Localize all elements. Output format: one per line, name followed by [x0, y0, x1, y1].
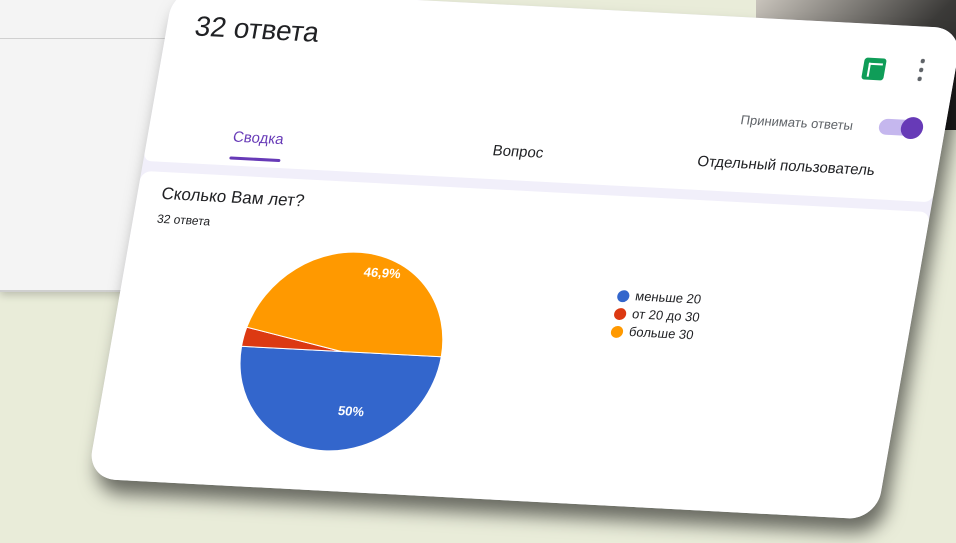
slice-label: 46,9% [363, 264, 403, 281]
legend-label: меньше 20 [634, 288, 702, 306]
page: 32 ответа Принимать ответы Сводка Вопрос… [0, 0, 956, 543]
sheets-button[interactable] [861, 58, 887, 81]
legend-swatch [616, 290, 630, 303]
responses-title: 32 ответа [192, 11, 321, 49]
pie-slice [224, 346, 441, 456]
tab[interactable]: Вопрос [491, 142, 545, 162]
legend-label: больше 30 [628, 324, 695, 342]
tab[interactable]: Сводка [232, 129, 286, 149]
legend-swatch [610, 326, 624, 339]
tab[interactable]: Отдельный пользователь [696, 153, 876, 179]
legend-swatch [613, 308, 627, 321]
slice-label: 50% [337, 403, 366, 419]
legend-label: от 20 до 30 [631, 306, 701, 324]
responses-card: 32 ответа Принимать ответы Сводка Вопрос… [87, 0, 956, 520]
accepting-label: Принимать ответы [740, 112, 855, 133]
question-card: Сколько Вам лет? 32 ответа 50%46,9%меньш… [87, 171, 930, 520]
more-menu[interactable] [917, 56, 926, 82]
accepting-toggle[interactable] [878, 118, 921, 136]
header: 32 ответа Принимать ответы Сводка Вопрос… [143, 0, 956, 202]
